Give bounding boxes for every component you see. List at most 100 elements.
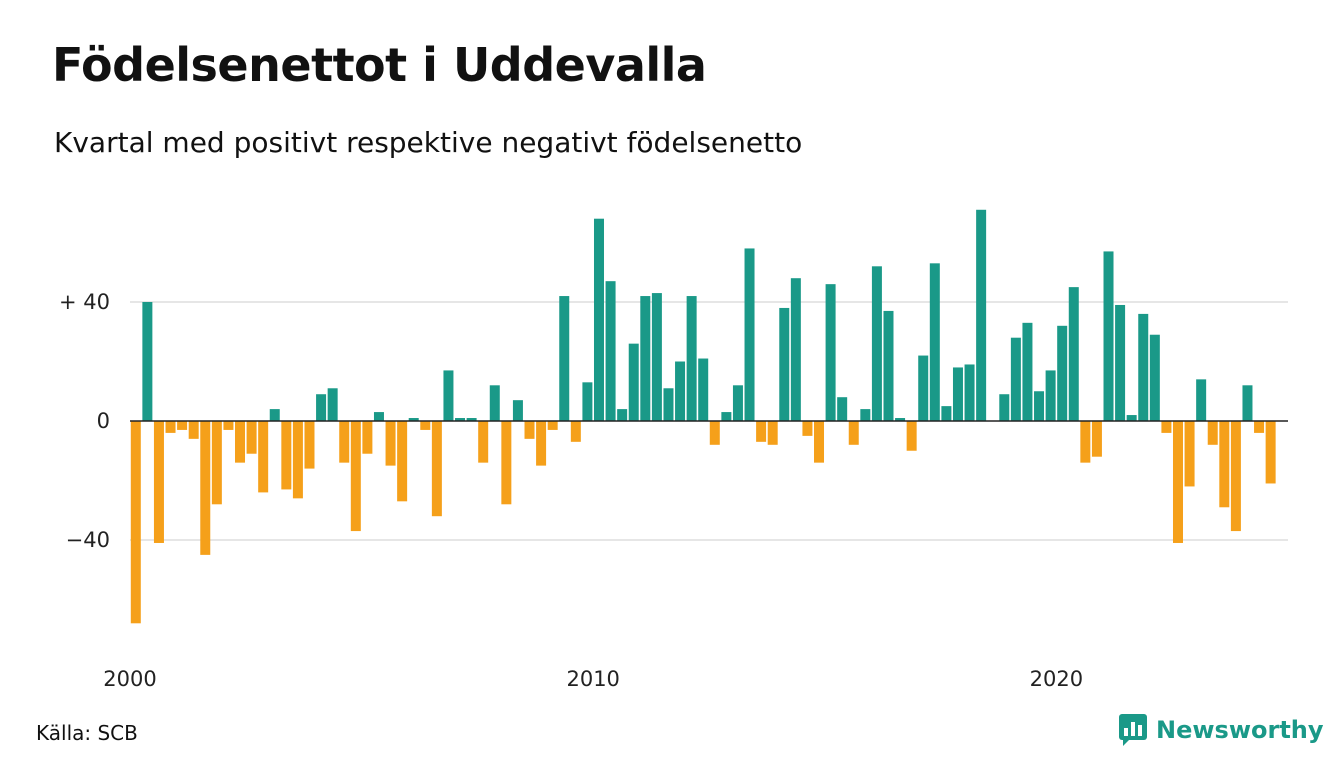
- bar-negative: [154, 421, 164, 543]
- x-tick-label: 2020: [1030, 667, 1083, 691]
- bar-positive: [594, 219, 604, 421]
- bar-negative: [1208, 421, 1218, 445]
- bars-layer: [131, 210, 1276, 624]
- bar-positive: [1242, 385, 1252, 421]
- bar-positive: [316, 394, 326, 421]
- bar-negative: [501, 421, 511, 504]
- bar-negative: [351, 421, 361, 531]
- bar-positive: [745, 248, 755, 421]
- bar-positive: [559, 296, 569, 421]
- bar-positive: [374, 412, 384, 421]
- x-tick-label: 2010: [566, 667, 619, 691]
- bar-negative: [1254, 421, 1264, 433]
- bar-positive: [629, 344, 639, 421]
- bar-positive: [1115, 305, 1125, 421]
- bar-negative: [1161, 421, 1171, 433]
- bar-negative: [432, 421, 442, 516]
- bar-positive: [941, 406, 951, 421]
- bar-negative: [293, 421, 303, 498]
- bar-negative: [212, 421, 222, 504]
- bar-negative: [166, 421, 176, 433]
- bar-positive: [930, 263, 940, 421]
- bar-positive: [640, 296, 650, 421]
- bar-positive: [860, 409, 870, 421]
- bar-positive: [617, 409, 627, 421]
- bar-positive: [826, 284, 836, 421]
- bar-negative: [525, 421, 535, 439]
- bar-positive: [1069, 287, 1079, 421]
- bar-positive: [490, 385, 500, 421]
- bar-negative: [386, 421, 396, 466]
- bar-positive: [698, 359, 708, 421]
- bar-positive: [652, 293, 662, 421]
- bar-positive: [1022, 323, 1032, 421]
- bar-negative: [397, 421, 407, 501]
- bar-positive: [328, 388, 338, 421]
- bar-positive: [976, 210, 986, 421]
- bar-negative: [131, 421, 141, 623]
- bar-negative: [1185, 421, 1195, 486]
- bar-positive: [965, 364, 975, 421]
- bar-negative: [536, 421, 546, 466]
- bar-negative: [258, 421, 268, 492]
- bar-negative: [177, 421, 187, 430]
- bar-positive: [837, 397, 847, 421]
- bar-negative: [200, 421, 210, 555]
- bar-positive: [1127, 415, 1137, 421]
- bar-negative: [304, 421, 314, 469]
- bar-positive: [1138, 314, 1148, 421]
- bar-negative: [478, 421, 488, 463]
- bar-positive: [606, 281, 616, 421]
- bar-positive: [270, 409, 280, 421]
- bar-negative: [548, 421, 558, 430]
- bar-positive: [999, 394, 1009, 421]
- y-tick-label: −40: [66, 528, 110, 552]
- bar-negative: [1092, 421, 1102, 457]
- bar-positive: [1057, 326, 1067, 421]
- y-tick-label: + 40: [59, 290, 110, 314]
- bar-positive: [721, 412, 731, 421]
- bar-negative: [189, 421, 199, 439]
- bar-positive: [443, 370, 453, 421]
- bar-positive: [1150, 335, 1160, 421]
- bar-negative: [814, 421, 824, 463]
- bar-negative: [339, 421, 349, 463]
- bar-negative: [281, 421, 291, 489]
- y-tick-label: 0: [97, 409, 110, 433]
- bar-chart: + 40 0 −40 2000 2010 2020: [0, 0, 1340, 780]
- bar-negative: [247, 421, 257, 454]
- bar-positive: [1104, 251, 1114, 421]
- x-tick-label: 2000: [103, 667, 156, 691]
- bar-negative: [1219, 421, 1229, 507]
- brand-name: Newsworthy: [1156, 716, 1324, 744]
- bar-positive: [733, 385, 743, 421]
- bar-positive: [687, 296, 697, 421]
- bar-positive: [1196, 379, 1206, 421]
- bar-negative: [223, 421, 233, 430]
- bar-negative: [235, 421, 245, 463]
- bar-negative: [1080, 421, 1090, 463]
- bar-negative: [1173, 421, 1183, 543]
- bar-positive: [1011, 338, 1021, 421]
- bar-positive: [1034, 391, 1044, 421]
- bar-negative: [1231, 421, 1241, 531]
- bar-positive: [791, 278, 801, 421]
- bar-positive: [918, 356, 928, 421]
- bar-negative: [362, 421, 372, 454]
- bar-positive: [883, 311, 893, 421]
- bar-negative: [756, 421, 766, 442]
- bar-negative: [420, 421, 430, 430]
- newsworthy-logo-icon: [1118, 713, 1148, 747]
- bar-negative: [571, 421, 581, 442]
- bar-positive: [1046, 370, 1056, 421]
- bar-positive: [953, 367, 963, 421]
- source-note: Källa: SCB: [36, 721, 138, 745]
- bar-positive: [142, 302, 152, 421]
- bar-negative: [849, 421, 859, 445]
- bar-positive: [779, 308, 789, 421]
- bar-negative: [768, 421, 778, 445]
- bar-negative: [802, 421, 812, 436]
- bar-positive: [663, 388, 673, 421]
- bar-negative: [1266, 421, 1276, 483]
- bar-positive: [675, 362, 685, 422]
